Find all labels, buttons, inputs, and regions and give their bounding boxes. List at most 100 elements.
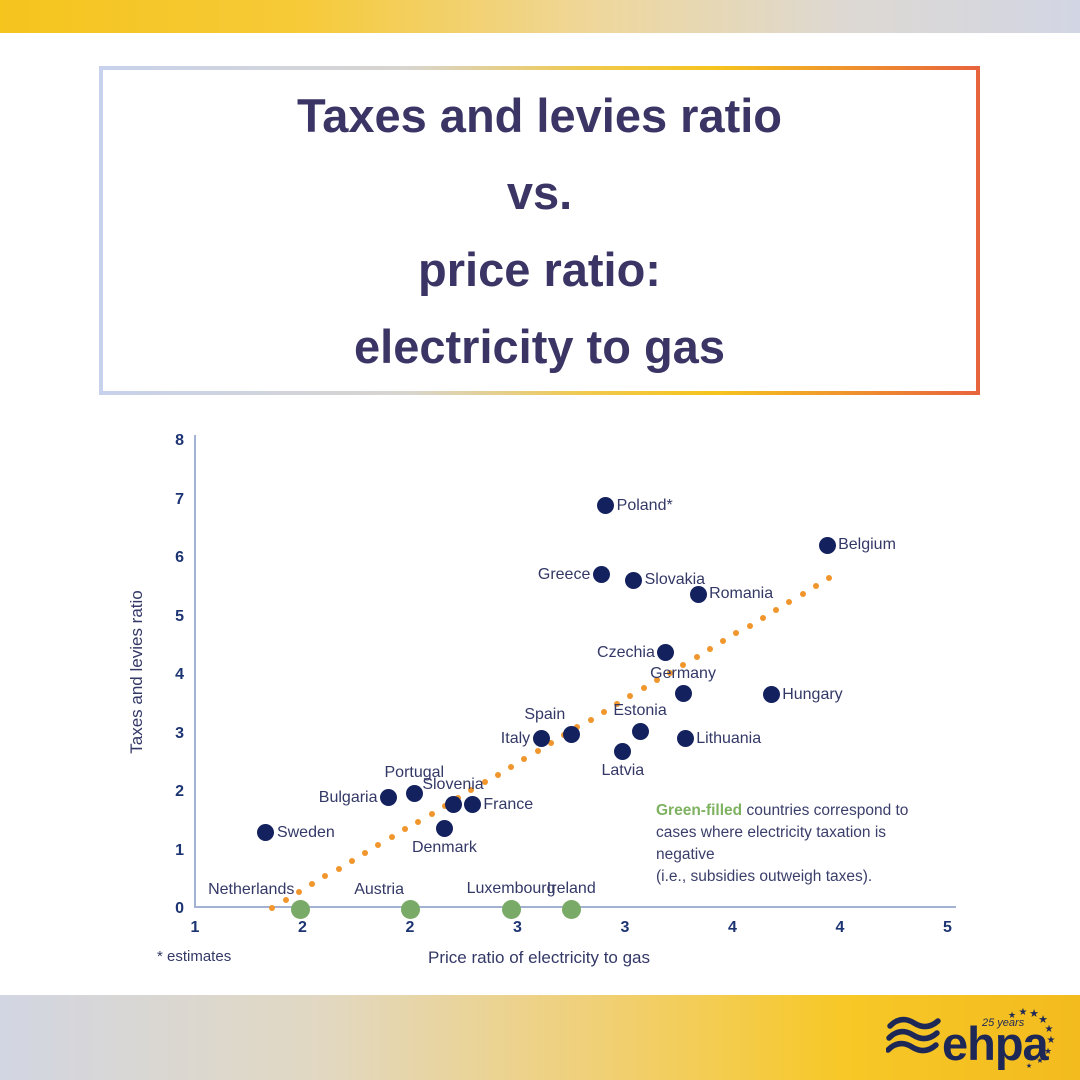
point-label-poland: Poland* (616, 496, 673, 514)
data-point-estonia (631, 722, 649, 740)
trendline-dot (282, 896, 289, 903)
ehpa-logo: ehpa 25 years ★ ★ ★ ★ ★ ★ ★ ★ ★ (886, 1007, 1056, 1070)
data-point-hungary (762, 686, 780, 704)
point-label-denmark: Denmark (411, 839, 477, 857)
trendline-dot (415, 818, 422, 825)
trendline-dot (335, 865, 342, 872)
y-tick-label: 1 (175, 841, 184, 859)
trendline-dot (534, 747, 541, 754)
trendline-dot (587, 716, 594, 723)
point-label-czechia: Czechia (597, 643, 655, 661)
trendline-dot (733, 630, 740, 637)
title-box: Taxes and levies ratio vs. price ratio: … (99, 66, 980, 395)
y-tick-label: 5 (175, 607, 184, 625)
x-tick-label: 5 (943, 919, 952, 936)
x-axis-title: Price ratio of electricity to gas (427, 948, 651, 967)
data-point-slovakia (625, 571, 643, 589)
y-tick-label: 4 (175, 666, 184, 683)
point-label-portugal: Portugal (384, 764, 445, 782)
data-point-latvia (614, 742, 632, 760)
data-point-france (463, 796, 481, 814)
trendline-dot (653, 677, 660, 684)
svg-text:★: ★ (1038, 1013, 1048, 1026)
trendline-dot (521, 755, 528, 762)
note-highlight: Green-filled (656, 802, 743, 819)
y-axis-title: Taxes and levies ratio (127, 590, 146, 754)
x-tick-label: 1 (190, 919, 200, 936)
trendline-dot (640, 685, 647, 692)
y-tick-label: 8 (175, 432, 184, 449)
page-title-line-4: electricity to gas (354, 319, 725, 373)
x-tick-label: 3 (620, 919, 630, 936)
point-label-netherlands: Netherlands (208, 881, 295, 898)
y-axis-line (194, 435, 196, 908)
estimates-footnote: * estimates (157, 948, 232, 965)
data-point-greece (592, 566, 610, 584)
data-point-slovenia (444, 796, 462, 814)
x-tick-label: 2 (298, 919, 307, 936)
point-label-lithuania: Lithuania (696, 729, 762, 747)
point-label-bulgaria: Bulgaria (318, 788, 378, 806)
trendline-dot (348, 857, 355, 864)
data-point-lithuania (676, 730, 694, 748)
page-title-line-2: vs. (506, 165, 573, 219)
point-label-hungary: Hungary (782, 685, 843, 703)
trendline-dot (295, 889, 302, 896)
logo-25-years-badge: 25 years (981, 1017, 1025, 1029)
trendline-dot (388, 834, 395, 841)
data-point-spain (562, 725, 580, 743)
trendline-dot (428, 810, 435, 817)
trendline-dot (494, 771, 501, 778)
svg-text:★: ★ (1026, 1062, 1032, 1070)
trendline-dot (375, 842, 382, 849)
logo-stars-icon: ★ ★ ★ ★ ★ ★ ★ ★ ★ (1008, 1007, 1056, 1070)
trendline-dot (667, 669, 674, 676)
note-line-2: cases where electricity taxation is (656, 824, 887, 841)
page-title-line-1: Taxes and levies ratio (296, 88, 783, 142)
y-tick-label: 3 (175, 724, 184, 742)
y-tick-label: 2 (175, 783, 184, 800)
point-label-austria: Austria (354, 881, 404, 898)
point-label-germany: Germany (650, 664, 716, 682)
trendline-dot (309, 881, 316, 888)
trendline-dot (786, 599, 793, 605)
point-label-slovakia: Slovakia (644, 571, 706, 589)
note-line-3: negative (656, 846, 715, 863)
trendline-dot (269, 904, 276, 911)
y-tick-label: 0 (175, 900, 184, 917)
trendline-dot (614, 700, 621, 707)
point-label-estonia: Estonia (613, 702, 667, 720)
point-label-spain: Spain (524, 706, 566, 724)
data-point-belgium (818, 536, 836, 554)
trendline-dot (746, 622, 753, 629)
note-line-4: (i.e., subsidies outweigh taxes). (656, 868, 873, 885)
svg-text:★: ★ (1045, 1024, 1054, 1035)
trendline-dot (759, 614, 766, 621)
x-tick-label: 2 (405, 919, 415, 936)
bottom-gradient-strip (0, 995, 1080, 1080)
top-gradient-strip (0, 0, 1080, 33)
trendline-dot (627, 693, 634, 700)
svg-text:★: ★ (1036, 1056, 1043, 1065)
trendline-dot (680, 661, 687, 668)
point-label-france: France (483, 795, 534, 813)
data-point-netherlands (290, 899, 310, 919)
x-tick-label: 3 (513, 919, 522, 936)
note-line-1: Green-filled countries correspond to (656, 800, 936, 822)
data-point-poland (597, 497, 615, 515)
data-point-bulgaria (380, 789, 397, 807)
data-point-denmark (435, 819, 453, 837)
trendline-dot (693, 653, 700, 660)
green-filled-note: Green-filled countries correspond to cas… (656, 800, 936, 888)
data-point-austria (400, 899, 420, 919)
x-tick-label: 4 (728, 919, 737, 936)
point-label-luxembourg: Luxembourg (466, 880, 556, 897)
point-label-ireland: Ireland (546, 880, 596, 897)
svg-text:★: ★ (1008, 1011, 1016, 1021)
x-tick-label: 4 (835, 919, 845, 936)
data-point-luxembourg (501, 899, 521, 919)
svg-text:★: ★ (1047, 1035, 1056, 1046)
data-point-germany (674, 685, 692, 703)
trendline-dot (468, 787, 475, 794)
